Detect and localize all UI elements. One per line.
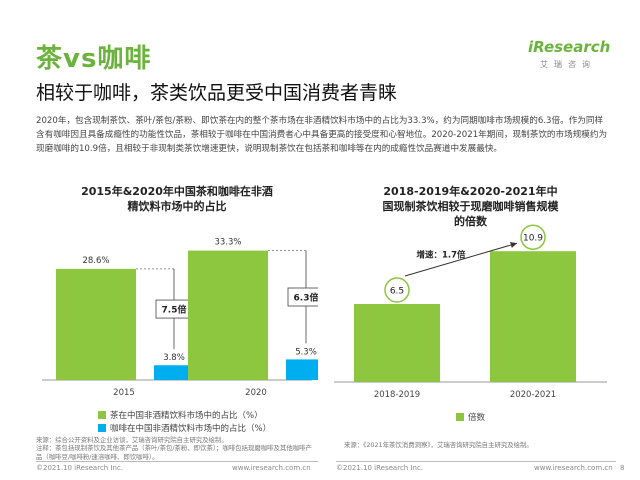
left-chart-panel: 2015年&2020年中国茶和咖啡在非酒精饮料市场中的占比 28.6% 3.8% 7… [36, 178, 318, 436]
growth-label: 增速：1.7倍 [416, 250, 466, 261]
footer-copyright-left: ©2021.10 iResearch Inc. [36, 464, 124, 472]
tea-bar-2020 [188, 250, 268, 380]
coffee-value-label-2015: 3.8% [163, 353, 185, 363]
left-x-tick-2020: 2020 [245, 388, 267, 398]
right-chart-title: 2018-2019年&2020-2021年中国现制茶饮相较于现磨咖啡销售规模的倍… [382, 185, 559, 228]
growth-arrow-head [510, 242, 517, 248]
coffee-value-label-2020: 5.3% [295, 347, 317, 357]
coffee-bar-2015 [154, 365, 194, 380]
tea-value-label-2015: 28.6% [82, 256, 109, 266]
footer-url-right: www.iresearch.com.cn [534, 464, 613, 472]
left-x-tick-2015: 2015 [113, 388, 135, 398]
logo-main-text: iResearch [528, 38, 611, 56]
legend-swatch-coffee [98, 423, 106, 432]
right-legend: 倍数 [456, 410, 485, 423]
footer-divider-right [336, 461, 616, 462]
footer-divider-left [36, 461, 318, 462]
footer-copyright-right: ©2021.10 iResearch Inc. [336, 464, 424, 472]
left-legend: 茶在中国非酒精饮料市场中的占比（%） 咖啡在中国非酒精饮料市场中的占比（%） [98, 408, 271, 434]
legend-swatch-multiple [456, 412, 464, 421]
ratio-box-2020 [287, 287, 318, 307]
tea-bar-2015 [56, 268, 136, 380]
right-x-tick-2020-2021: 2020-2021 [510, 390, 556, 400]
legend-item-multiple: 倍数 [456, 410, 485, 423]
slide-subtitle: 相较于咖啡，茶类饮品更受中国消费者青睐 [36, 82, 398, 104]
multiple-bar-2018-2019 [354, 304, 440, 382]
value-circle-2020-2021 [520, 224, 546, 250]
legend-item-coffee: 咖啡在中国非酒精饮料市场中的占比（%） [98, 421, 271, 434]
ratio-label-2015: 7.5倍 [162, 304, 187, 316]
page-number: 8 [620, 464, 625, 472]
left-source-line: 来源：综合公开资料及企业访谈，艾瑞咨询研究院自主研究及绘制。 [36, 436, 228, 444]
right-source-note: 来源：《2021年茶饮消费洞察》，艾瑞咨询研究院自主研究及绘制。 [344, 441, 533, 449]
ratio-label-2020: 6.3倍 [294, 292, 318, 304]
right-chart-panel: 2018-2019年&2020-2021年中国现制茶饮相较于现磨咖啡销售规模的倍… [328, 178, 613, 436]
intro-paragraph: 2020年，包含现制茶饮、茶叶/茶包/茶粉、即饮茶在内的整个茶市场在非酒精饮料市… [36, 116, 608, 154]
growth-arrow-line [404, 242, 518, 277]
left-chart-title: 2015年&2020年中国茶和咖啡在非酒精饮料市场中的占比 [81, 185, 273, 213]
legend-item-tea: 茶在中国非酒精饮料市场中的占比（%） [98, 408, 271, 421]
right-bar-chart: 6.5 2018-2019 10.9 2020-2021 增速：1.7倍 [334, 224, 607, 400]
logo-sub-text: 艾瑞咨询 [540, 60, 596, 69]
value-circle-2018-2019 [384, 277, 410, 303]
slide-title: 茶vs咖啡 [36, 44, 152, 74]
multiple-value-label-2018-2019: 6.5 [390, 287, 404, 297]
left-note-line: 注释：茶包括现制茶饮及其他茶产品（茶叶/茶包/茶粉、即饮茶）；咖啡包括现磨咖啡及… [36, 444, 312, 461]
legend-label-multiple: 倍数 [468, 412, 486, 423]
left-source-note: 来源：综合公开资料及企业访谈，艾瑞咨询研究院自主研究及绘制。 注释：茶包括现制茶… [36, 436, 318, 461]
legend-label-tea: 茶在中国非酒精饮料市场中的占比（%） [110, 410, 263, 421]
multiple-bar-2020-2021 [490, 251, 576, 382]
right-x-tick-2018-2019: 2018-2019 [374, 390, 420, 400]
iresearch-logo: iResearch 艾瑞咨询 [528, 38, 618, 78]
multiple-value-label-2020-2021: 10.9 [523, 234, 543, 244]
legend-swatch-tea [98, 410, 106, 419]
left-bar-chart: 28.6% 3.8% 7.5倍 2015 33.3% 5.3% 6.3倍 2020 [42, 238, 318, 398]
legend-label-coffee: 咖啡在中国非酒精饮料市场中的占比（%） [110, 423, 272, 434]
footer-url-left: www.iresearch.com.cn [232, 464, 311, 472]
tea-value-label-2020: 33.3% [214, 238, 241, 248]
coffee-bar-2020 [286, 359, 318, 380]
